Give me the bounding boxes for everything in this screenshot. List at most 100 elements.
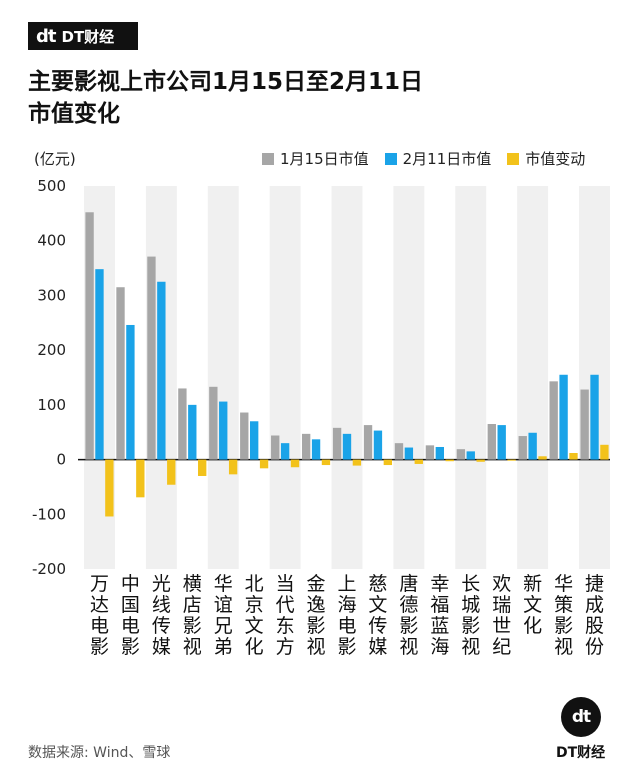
bar-3 [414, 459, 423, 464]
legend-item-series1: 1月15日市值 [262, 148, 369, 169]
legend-item-series2: 2月11日市值 [384, 148, 492, 169]
y-tick-label: -200 [32, 560, 66, 578]
bar-1 [580, 389, 589, 460]
bar-1 [240, 412, 249, 460]
bar-2 [590, 374, 599, 460]
bar-2 [435, 446, 445, 460]
bar-2 [280, 443, 290, 460]
bar-3 [507, 459, 516, 461]
bar-1 [116, 287, 125, 460]
bar-1 [332, 427, 342, 460]
bar-2 [497, 425, 506, 460]
chart-title: 主要影视上市公司1月15日至2月11日 市值变化 [28, 66, 588, 130]
bar-1 [147, 256, 156, 460]
bar-2 [342, 433, 352, 460]
bar-3 [383, 459, 393, 466]
x-category-label: 欢瑞世纪 [492, 573, 511, 658]
bar-1 [178, 388, 187, 460]
bar-1 [301, 433, 311, 460]
bar-1 [425, 445, 435, 460]
legend-item-series3: 市值变动 [507, 148, 585, 169]
y-tick-label: 300 [37, 286, 66, 304]
legend-label-series1: 1月15日市值 [280, 150, 369, 168]
bar-1 [487, 424, 496, 460]
x-category-label: 捷成股份 [585, 573, 604, 658]
bar-1 [456, 449, 466, 460]
bar-3 [445, 459, 454, 462]
bar-2 [157, 281, 166, 460]
bar-3 [136, 459, 145, 498]
x-category-label: 幸福蓝海 [430, 573, 449, 658]
legend-label-series3: 市值变动 [525, 150, 586, 168]
x-category-label: 新文化 [523, 573, 542, 637]
x-category-label: 唐德影视 [399, 573, 418, 658]
chart-title-text: 主要影视上市公司1月15日至2月11日 市值变化 [28, 69, 424, 127]
data-source-note: 数据来源: Wind、雪球 [28, 745, 171, 761]
x-category-label: 金逸影视 [307, 573, 326, 658]
bar-2 [188, 404, 197, 460]
bar-3 [352, 459, 362, 466]
bar-2 [219, 401, 228, 460]
footer-logo-icon: dt [561, 697, 601, 737]
x-category-label: 当代东方 [276, 573, 295, 658]
y-tick-label: 0 [56, 451, 66, 469]
bar-3 [476, 459, 485, 462]
bar-2 [249, 421, 259, 460]
bar-3 [259, 459, 269, 469]
y-tick-label: 500 [37, 177, 66, 195]
legend-swatch-series2 [384, 152, 397, 165]
category-band [269, 186, 301, 569]
bar-3 [321, 459, 331, 466]
x-category-label: 北京文化 [245, 573, 264, 658]
legend: 1月15日市值 2月11日市值 市值变动 [262, 148, 585, 169]
bar-3 [538, 456, 547, 460]
bar-2 [373, 430, 383, 460]
legend-label-series2: 2月11日市值 [402, 150, 492, 168]
bar-2 [559, 374, 568, 460]
y-tick-label: 100 [37, 396, 66, 414]
bar-2 [95, 269, 104, 460]
x-category-label: 万达电影 [90, 573, 109, 658]
bar-2 [528, 432, 537, 460]
x-category-label: 慈文传媒 [368, 573, 387, 658]
brand-logo-icon: dt [36, 25, 56, 47]
y-axis-unit: (亿元) [34, 150, 76, 168]
x-category-label: 长城影视 [461, 573, 480, 658]
category-band [393, 186, 425, 569]
category-band [207, 186, 239, 569]
bar-1 [271, 435, 280, 460]
x-category-label: 华谊兄弟 [214, 573, 233, 658]
bar-2 [126, 324, 135, 460]
bar-3 [167, 459, 176, 485]
bar-1 [209, 386, 218, 460]
bar-1 [549, 381, 558, 460]
category-band [517, 186, 549, 569]
category-band [331, 186, 363, 569]
bar-3 [290, 459, 300, 468]
category-band [455, 186, 487, 569]
bar-chart: 500 400 300 200 100 0 -100 -200 万达电影中国电影光线传媒横店影视… [32, 177, 610, 658]
y-tick-label: 200 [37, 341, 66, 359]
bar-3 [600, 444, 609, 460]
legend-swatch-series3 [507, 152, 520, 165]
x-category-label: 中国电影 [121, 573, 140, 658]
bar-3 [569, 453, 578, 460]
bar-2 [311, 439, 321, 460]
brand-name: DT财经 [61, 27, 115, 46]
bar-2 [404, 447, 414, 460]
bar-1 [85, 212, 94, 460]
x-category-label: 横店影视 [183, 573, 202, 658]
bar-3 [228, 459, 238, 475]
brand-badge: dt DT财经 [28, 22, 138, 50]
y-tick-label: 400 [37, 232, 66, 250]
y-tick-label: -100 [32, 505, 66, 523]
x-category-label: 上海电影 [337, 573, 356, 658]
legend-swatch-series1 [262, 152, 274, 165]
bar-3 [105, 459, 114, 517]
bar-2 [466, 451, 475, 460]
bar-1 [394, 443, 404, 460]
x-category-label: 光线传媒 [152, 573, 171, 658]
x-category-label: 华策影视 [554, 573, 573, 658]
bar-1 [518, 436, 527, 460]
bar-3 [198, 459, 207, 476]
